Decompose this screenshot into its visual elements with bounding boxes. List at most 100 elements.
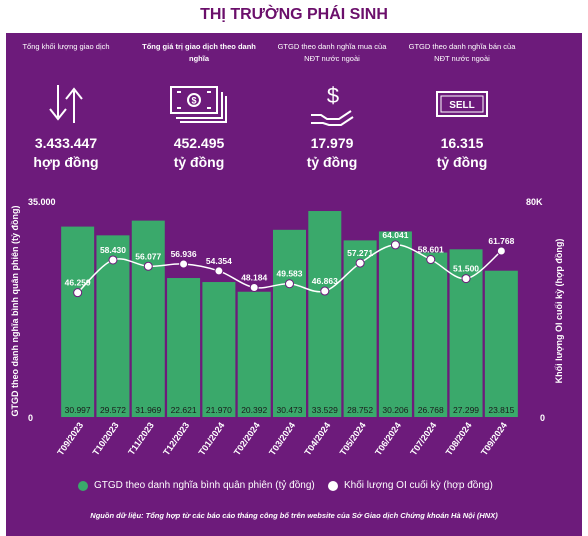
bar-value-label: 23.815 (488, 405, 514, 415)
infographic-panel: Tổng khối lượng giao dịch 3.433.447 hợp … (6, 33, 582, 536)
oi-point (355, 258, 365, 268)
stat-value: 16.315 (440, 135, 484, 151)
x-tick-label: T02/2024 (232, 420, 262, 457)
stat-total-value: Tổng giá trị giao dịch theo danh nghĩa $… (140, 41, 258, 172)
x-tick-label: T01/2024 (197, 420, 227, 457)
oi-point (108, 255, 118, 265)
svg-text:SELL: SELL (449, 100, 475, 111)
legend-swatch-line (328, 480, 338, 491)
oi-value-label: 64.041 (382, 230, 408, 240)
oi-value-label: 49.583 (277, 269, 303, 279)
oi-point (143, 261, 153, 271)
stat-unit: hợp đồng (33, 154, 99, 170)
oi-value-label: 58.430 (100, 245, 126, 255)
bar-T06/2024 (378, 231, 412, 417)
stat-value: 452.495 (173, 135, 225, 151)
oi-point (320, 286, 330, 296)
x-tick-label: T08/2024 (444, 420, 474, 457)
bar-T04/2024 (308, 211, 342, 417)
stat-foreign-sell: GTGD theo danh nghĩa bán của NĐT nước ng… (403, 41, 521, 172)
combo-chart: 35.000 0 80K 0 GTGD theo danh nghĩa bình… (10, 197, 564, 457)
bar-T05/2024 (343, 240, 377, 417)
bar-T11/2023 (131, 220, 165, 417)
y2-axis-zero-label: 0 (540, 413, 545, 423)
oi-value-label: 46.863 (312, 276, 338, 286)
y2-axis-title: Khối lượng OI cuối kỳ (hợp đồng) (554, 239, 564, 384)
bar-value-label: 30.997 (65, 405, 91, 415)
bar-T07/2024 (414, 252, 448, 417)
oi-point (249, 283, 259, 293)
y-axis-zero-label: 0 (28, 413, 33, 423)
bar-value-label: 28.752 (347, 405, 373, 415)
stat-total-volume: Tổng khối lượng giao dịch 3.433.447 hợp … (7, 41, 125, 172)
legend-item-bar: GTGD theo danh nghĩa bình quân phiên (tỷ… (78, 480, 315, 491)
oi-value-label: 56.077 (135, 251, 161, 261)
stat-value: 3.433.447 (34, 135, 98, 151)
dollar-hand-icon: $ (273, 79, 391, 129)
bar-value-label: 30.206 (382, 405, 408, 415)
bar-T12/2023 (167, 278, 201, 417)
bar-T09/2023 (61, 226, 95, 417)
bar-value-label: 33.529 (312, 405, 338, 415)
stat-label: GTGD theo danh nghĩa bán của NĐT nước ng… (408, 42, 516, 63)
x-tick-label: T09/2024 (479, 420, 509, 457)
x-tick-label: T07/2024 (408, 420, 438, 457)
stat-unit: tỷ đồng (306, 154, 358, 170)
oi-value-label: 58.601 (418, 245, 444, 255)
bar-value-label: 20.392 (241, 405, 267, 415)
oi-point (73, 288, 83, 298)
stat-unit: tỷ đồng (436, 154, 488, 170)
sell-tag-icon: SELL (403, 79, 521, 129)
page-title: THỊ TRƯỜNG PHÁI SINH (200, 6, 388, 23)
bar-T02/2024 (237, 291, 271, 417)
legend-swatch-bar (78, 480, 88, 491)
bar-T10/2023 (96, 235, 130, 417)
x-tick-label: T03/2024 (267, 420, 297, 457)
stat-label: GTGD theo danh nghĩa mua của NĐT nước ng… (277, 42, 387, 63)
stat-label: Tổng khối lượng giao dịch (22, 42, 110, 51)
x-tick-label: T12/2023 (161, 420, 191, 457)
bar-value-label: 22.621 (171, 405, 197, 415)
oi-value-label: 51.500 (453, 264, 479, 274)
bar-T03/2024 (273, 229, 306, 417)
stat-unit: tỷ đồng (173, 154, 225, 170)
svg-text:$: $ (327, 83, 339, 108)
oi-value-label: 48.184 (241, 273, 267, 283)
bar-value-label: 31.969 (135, 405, 161, 415)
oi-point (496, 246, 506, 256)
oi-value-label: 57.271 (347, 248, 373, 258)
oi-point (214, 266, 224, 276)
x-tick-label: T06/2024 (373, 420, 403, 457)
chart-legend: GTGD theo danh nghĩa bình quân phiên (tỷ… (6, 480, 582, 496)
y-axis-title: GTGD theo danh nghĩa bình quân phiên (tỷ… (10, 206, 20, 417)
oi-value-label: 46.259 (65, 278, 91, 288)
banknotes-icon: $ (140, 79, 258, 129)
oi-point (179, 259, 189, 269)
bar-value-label: 26.768 (418, 405, 444, 415)
x-tick-label: T10/2023 (91, 420, 121, 457)
stat-value: 17.979 (310, 135, 354, 151)
x-tick-label: T04/2024 (302, 420, 332, 457)
oi-value-label: 56.936 (171, 249, 197, 259)
bar-value-label: 27.299 (453, 405, 479, 415)
y-axis-top-label: 35.000 (28, 197, 56, 207)
oi-point (426, 255, 436, 265)
bar-T01/2024 (202, 282, 236, 417)
bar-value-label: 21.970 (206, 405, 232, 415)
legend-item-line: Khối lượng OI cuối kỳ (hợp đồng) (328, 480, 493, 491)
svg-text:$: $ (191, 96, 196, 106)
oi-point (461, 274, 471, 284)
source-note: Nguồn dữ liệu: Tổng hợp từ các báo cáo t… (90, 511, 498, 520)
stat-label: Tổng giá trị giao dịch theo danh nghĩa (142, 42, 256, 63)
bar-value-label: 30.473 (277, 405, 303, 415)
oi-point (285, 279, 294, 289)
bar-T09/2024 (484, 270, 518, 417)
y2-axis-top-label: 80K (526, 197, 543, 207)
oi-point (390, 240, 400, 250)
x-tick-label: T09/2023 (55, 420, 85, 457)
x-tick-label: T11/2023 (126, 420, 156, 456)
x-tick-label: T05/2024 (338, 420, 368, 457)
up-down-arrows-icon (7, 79, 125, 129)
oi-value-label: 61.768 (488, 236, 514, 246)
stat-foreign-buy: GTGD theo danh nghĩa mua của NĐT nước ng… (273, 41, 391, 172)
